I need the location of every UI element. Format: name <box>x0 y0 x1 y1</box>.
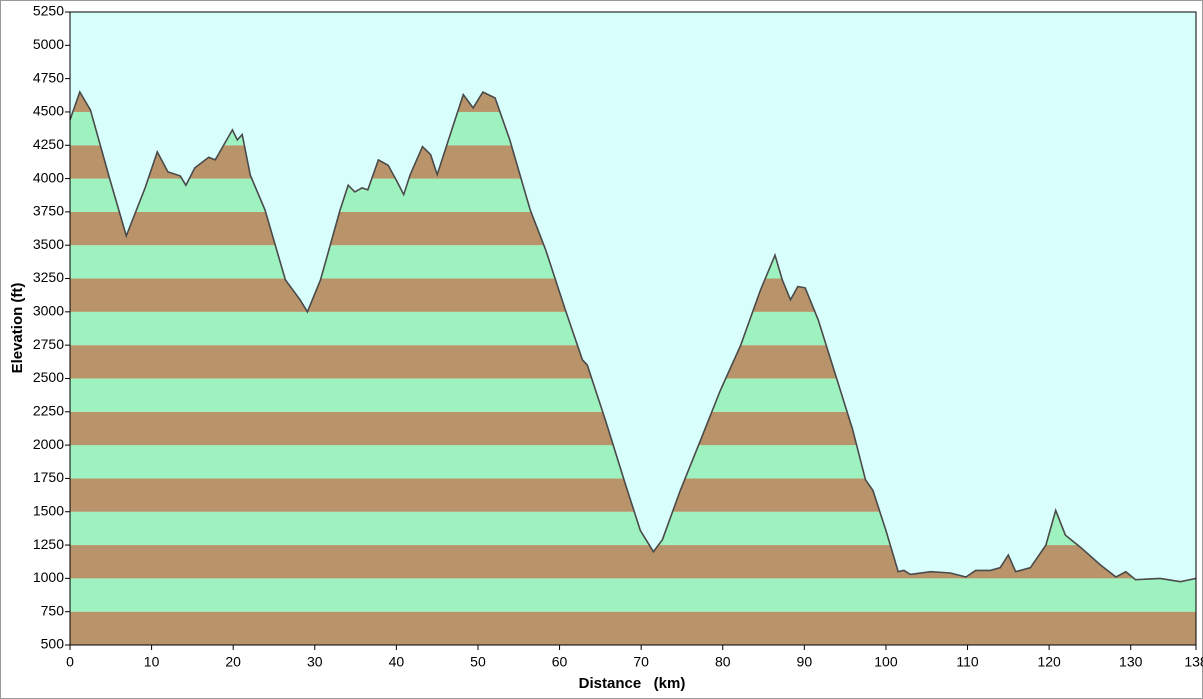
x-tick-label: 100 <box>874 654 898 670</box>
y-tick-label: 2500 <box>33 369 64 385</box>
y-tick-label: 2000 <box>33 436 64 452</box>
x-tick-label: 50 <box>470 654 486 670</box>
x-tick-label: 120 <box>1037 654 1061 670</box>
x-tick-label: 70 <box>633 654 649 670</box>
y-tick-label: 4750 <box>33 69 64 85</box>
y-axis-title: Elevation (ft) <box>9 283 26 374</box>
elevation-band <box>70 578 1196 612</box>
y-tick-label: 1250 <box>33 536 64 552</box>
x-tick-label: 20 <box>225 654 241 670</box>
x-tick-label: 110 <box>956 654 979 670</box>
x-tick-label: 130 <box>1119 654 1143 670</box>
x-tick-label: 10 <box>144 654 160 670</box>
x-tick-label: 0 <box>66 654 74 670</box>
x-tick-label: 80 <box>715 654 731 670</box>
y-tick-label: 5000 <box>33 36 64 52</box>
y-tick-label: 500 <box>41 636 65 652</box>
y-tick-label: 3500 <box>33 236 64 252</box>
y-tick-label: 1000 <box>33 569 64 585</box>
y-tick-label: 4250 <box>33 136 64 152</box>
y-tick-label: 1750 <box>33 469 64 485</box>
y-tick-label: 3750 <box>33 203 64 219</box>
x-tick-label: 30 <box>307 654 323 670</box>
y-tick-label: 4500 <box>33 103 64 119</box>
y-tick-label: 2750 <box>33 336 64 352</box>
x-tick-label: 60 <box>552 654 568 670</box>
y-tick-label: 5250 <box>33 3 64 19</box>
y-tick-label: 2250 <box>33 402 64 418</box>
x-tick-label: 138 <box>1184 654 1203 670</box>
y-tick-label: 3250 <box>33 269 64 285</box>
elevation-line <box>69 90 1197 583</box>
x-axis-title: Distance (km) <box>579 675 686 692</box>
x-tick-label: 40 <box>389 654 405 670</box>
y-tick-label: 1500 <box>33 502 64 518</box>
x-tick-label: 90 <box>797 654 813 670</box>
y-tick-label: 3000 <box>33 303 64 319</box>
plot-frame <box>69 11 1197 646</box>
y-tick-label: 750 <box>41 602 65 618</box>
elevation-band <box>70 611 1196 645</box>
y-tick-label: 4000 <box>33 169 64 185</box>
